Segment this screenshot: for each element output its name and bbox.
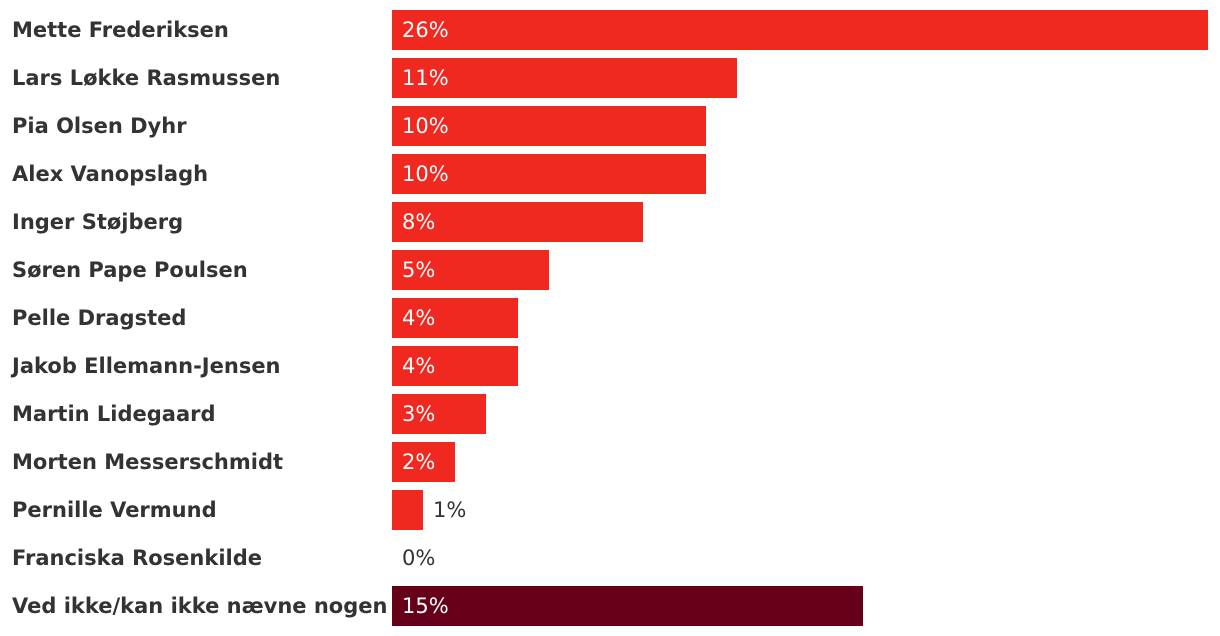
bar bbox=[392, 154, 706, 194]
value-label: 3% bbox=[402, 402, 436, 426]
category-label: Mette Frederiksen bbox=[12, 18, 229, 42]
category-label: Søren Pape Poulsen bbox=[12, 258, 248, 282]
bar bbox=[392, 250, 549, 290]
category-label: Pia Olsen Dyhr bbox=[12, 114, 187, 138]
category-label: Martin Lidegaard bbox=[12, 402, 216, 426]
value-label: 4% bbox=[402, 354, 436, 378]
bar bbox=[392, 298, 518, 338]
category-label: Pelle Dragsted bbox=[12, 306, 187, 330]
value-label: 15% bbox=[402, 594, 449, 618]
category-label: Pernille Vermund bbox=[12, 498, 217, 522]
value-label: 8% bbox=[402, 210, 436, 234]
value-label: 2% bbox=[402, 450, 436, 474]
category-label: Morten Messerschmidt bbox=[12, 450, 284, 474]
bar bbox=[392, 346, 518, 386]
bar bbox=[392, 58, 737, 98]
value-label: 1% bbox=[433, 498, 467, 522]
category-label: Franciska Rosenkilde bbox=[12, 546, 263, 570]
value-label: 11% bbox=[402, 66, 449, 90]
value-label: 10% bbox=[402, 162, 449, 186]
category-label: Alex Vanopslagh bbox=[12, 162, 209, 186]
category-label: Jakob Ellemann-Jensen bbox=[12, 354, 281, 378]
category-label: Inger Støjberg bbox=[12, 210, 184, 234]
category-label: Lars Løkke Rasmussen bbox=[12, 66, 281, 90]
bar bbox=[392, 490, 423, 530]
bar bbox=[392, 394, 486, 434]
value-label: 26% bbox=[402, 18, 449, 42]
bar bbox=[392, 442, 455, 482]
bar bbox=[392, 202, 643, 242]
category-label: Ved ikke/kan ikke nævne nogen bbox=[12, 594, 388, 618]
bar bbox=[392, 10, 1208, 50]
value-label: 10% bbox=[402, 114, 449, 138]
value-label: 4% bbox=[402, 306, 436, 330]
value-label: 0% bbox=[402, 546, 436, 570]
value-label: 5% bbox=[402, 258, 436, 282]
bar bbox=[392, 586, 863, 626]
bar bbox=[392, 106, 706, 146]
